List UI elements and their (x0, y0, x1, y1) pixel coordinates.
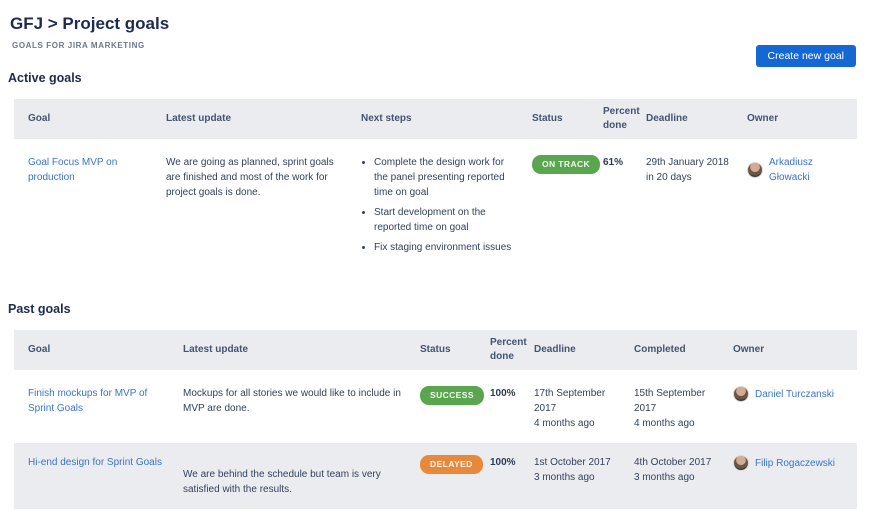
deadline-date: 17th September 2017 (534, 388, 606, 414)
column-header-goal: Goal (28, 344, 51, 355)
status-badge: DELAYED (420, 455, 483, 474)
deadline-relative: 4 months ago (534, 418, 595, 429)
status-badge: ON TRACK (532, 155, 601, 174)
goal-link[interactable]: Goal Focus MVP on production (28, 157, 118, 183)
past-goals-table: Goal Latest update Status Percent done D… (14, 330, 857, 509)
column-header-percent-done: Percent done (603, 106, 640, 131)
active-goals-table: Goal Latest update Next steps Status Per… (14, 99, 857, 272)
column-header-next-steps: Next steps (361, 113, 412, 124)
next-step-item: Start development on the reported time o… (374, 205, 520, 235)
column-header-status: Status (532, 113, 563, 124)
deadline-date: 29th January 2018 (646, 157, 729, 168)
completed-relative: 3 months ago (634, 472, 695, 483)
column-header-goal: Goal (28, 113, 51, 124)
deadline-date: 1st October 2017 (534, 457, 611, 468)
goal-link[interactable]: Hi-end design for Sprint Goals (28, 457, 162, 468)
past-goal-row: Hi-end design for Sprint Goals We are be… (14, 443, 857, 509)
past-goal-row: Finish mockups for MVP of Sprint Goals M… (14, 370, 857, 443)
latest-update-text: We are going as planned, sprint goals ar… (166, 157, 334, 198)
deadline-relative: 3 months ago (534, 472, 595, 483)
owner-avatar (747, 162, 763, 178)
completed-date: 15th September 2017 (634, 388, 706, 414)
status-badge: SUCCESS (420, 386, 484, 405)
percent-done-value: 100% (490, 457, 516, 468)
column-header-owner: Owner (733, 344, 765, 355)
owner-link[interactable]: Filip Rogaczewski (755, 457, 836, 469)
create-new-goal-button[interactable]: Create new goal (755, 45, 856, 67)
goal-link[interactable]: Finish mockups for MVP of Sprint Goals (28, 388, 148, 414)
column-header-deadline: Deadline (646, 113, 688, 124)
column-header-deadline: Deadline (534, 344, 576, 355)
project-goals-page: GFJ > Project goals GOALS FOR JIRA MARKE… (0, 14, 871, 510)
column-header-completed: Completed (634, 344, 686, 355)
owner-avatar (733, 455, 749, 471)
column-header-latest-update: Latest update (183, 344, 249, 355)
completed-relative: 4 months ago (634, 418, 695, 429)
next-step-item: Complete the design work for the panel p… (374, 155, 520, 200)
owner-link[interactable]: Arkadiusz Głowacki (769, 157, 813, 183)
latest-update-text: We are behind the schedule but team is v… (183, 469, 381, 495)
percent-done-value: 61% (603, 157, 624, 168)
column-header-owner: Owner (747, 113, 779, 124)
column-header-latest-update: Latest update (166, 113, 232, 124)
page-subtitle: GOALS FOR JIRA MARKETING (12, 41, 145, 50)
active-goals-header-row: Goal Latest update Next steps Status Per… (14, 99, 857, 139)
deadline-relative: in 20 days (646, 172, 692, 183)
completed-date: 4th October 2017 (634, 457, 712, 468)
active-goal-row: Goal Focus MVP on production We are goin… (14, 139, 857, 272)
active-goals-heading: Active goals (8, 71, 82, 85)
past-goals-heading: Past goals (8, 302, 71, 316)
past-goals-header-row: Goal Latest update Status Percent done D… (14, 330, 857, 370)
column-header-status: Status (420, 344, 451, 355)
owner-link[interactable]: Daniel Turczanski (755, 388, 834, 400)
next-steps-list: Complete the design work for the panel p… (361, 155, 520, 255)
latest-update-text: Mockups for all stories we would like to… (183, 388, 401, 414)
page-title: GFJ > Project goals (10, 14, 170, 33)
next-step-item: Fix staging environment issues (374, 240, 520, 255)
percent-done-value: 100% (490, 388, 516, 399)
owner-avatar (733, 386, 749, 402)
column-header-percent-done: Percent done (490, 337, 527, 362)
